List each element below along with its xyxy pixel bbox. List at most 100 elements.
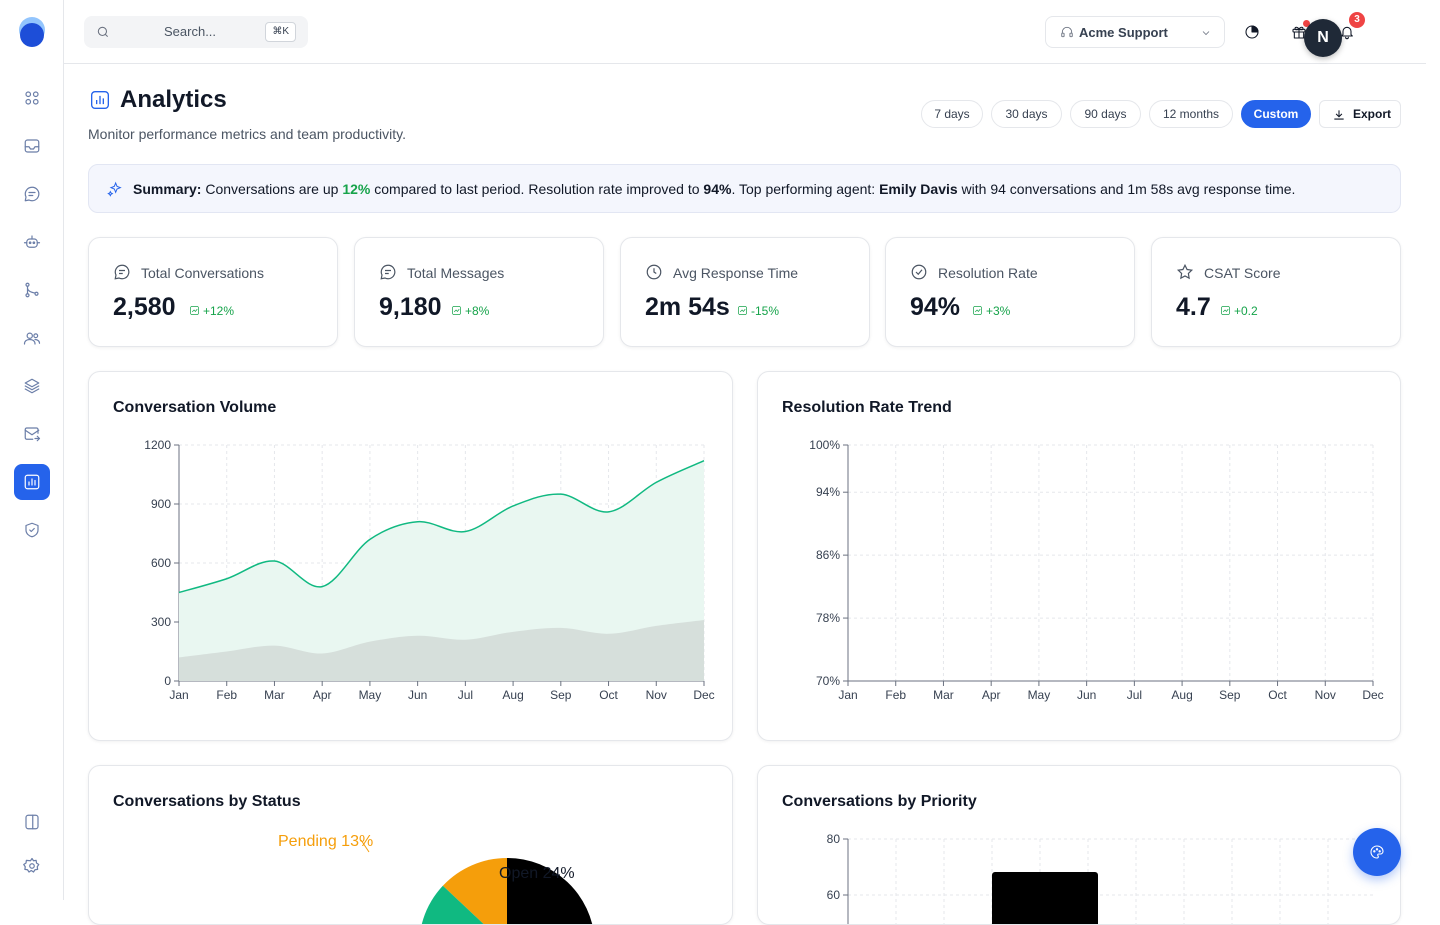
- notifications-button[interactable]: 3: [1335, 12, 1365, 44]
- x-tick-label: Sep: [550, 688, 572, 702]
- series-area: [179, 620, 704, 681]
- x-tick-label: Mar: [933, 688, 954, 702]
- nav-campaigns[interactable]: [14, 416, 50, 452]
- stat-label: Resolution Rate: [938, 265, 1038, 281]
- search-input[interactable]: Search... ⌘K: [84, 16, 308, 48]
- stat-value: 4.7: [1176, 293, 1211, 321]
- status-icon: [1245, 25, 1259, 39]
- conversation-volume-chart: 0 300 600 900 1200 Jan Feb Mar Apr May Jun Jul Aug Se…: [144, 438, 714, 702]
- logo-icon[interactable]: [18, 16, 46, 48]
- summary-banner: Summary: Conversations are up 12% compar…: [88, 164, 1401, 213]
- resolution-trend-chart: 70% 78% 86% 94% 100% Jan Feb Mar Apr May Jun Jul Aug…: [809, 438, 1383, 702]
- bell-icon: [1341, 26, 1353, 40]
- top-bar: Search... ⌘K Acme Support 3: [64, 0, 1426, 64]
- range-12-months[interactable]: 12 months: [1149, 100, 1233, 128]
- x-tick-label: Apr: [982, 688, 1001, 702]
- gear-icon: [23, 857, 40, 873]
- nav-settings[interactable]: [14, 848, 50, 884]
- page-subtitle: Monitor performance metrics and team pro…: [88, 126, 406, 142]
- stat-value: 2m 54s: [645, 293, 730, 321]
- x-tick-label: Mar: [264, 688, 285, 702]
- status-card: Conversations by Status Pending 13% Open …: [88, 765, 733, 925]
- x-tick-label: Dec: [1362, 688, 1383, 702]
- help-chat-button[interactable]: [1353, 828, 1401, 876]
- export-button[interactable]: Export: [1319, 100, 1401, 128]
- y-tick-label: 0: [164, 674, 171, 688]
- x-tick-label: Dec: [693, 688, 714, 702]
- range-7-days[interactable]: 7 days: [921, 100, 983, 128]
- summary-growth: 12%: [342, 181, 371, 197]
- stat-delta: +0.2: [1220, 304, 1258, 318]
- sparkles-icon: [107, 181, 122, 197]
- toggle-sidebar-button[interactable]: [14, 804, 50, 840]
- nav-security[interactable]: [14, 512, 50, 548]
- pie-label-pending: Pending 13%: [278, 833, 373, 850]
- updates-dot: [1303, 20, 1310, 27]
- stat-delta: +3%: [972, 304, 1010, 318]
- stat-delta-value: +12%: [203, 304, 235, 318]
- nav-inbox[interactable]: [14, 128, 50, 164]
- y-tick-label: 80: [827, 832, 841, 846]
- check-circle-icon: [911, 264, 927, 280]
- y-tick-label: 1200: [144, 438, 171, 452]
- status-button[interactable]: [1240, 20, 1264, 44]
- priority-bar-chart: 60 80: [827, 832, 1373, 924]
- stat-label: Avg Response Time: [673, 265, 799, 281]
- search-shortcut: ⌘K: [265, 22, 296, 42]
- chevron-down-icon: [1202, 31, 1210, 36]
- y-tick-label: 900: [151, 497, 171, 511]
- x-tick-label: Apr: [313, 688, 332, 702]
- range-custom[interactable]: Custom: [1241, 100, 1311, 128]
- nav-bots[interactable]: [14, 224, 50, 260]
- git-branch-icon: [25, 282, 39, 298]
- nav-workflows[interactable]: [14, 272, 50, 308]
- analytics-icon: [91, 91, 109, 109]
- stat-label: Total Conversations: [141, 265, 264, 281]
- nav-dashboard[interactable]: [14, 80, 50, 116]
- status-pie-chart: Pending 13% Open 24%: [278, 833, 593, 924]
- y-tick-label: 60: [827, 888, 841, 902]
- summary-rate: 94%: [703, 181, 732, 197]
- series-line: [178, 460, 705, 594]
- stat-total-messages: Total Messages 9,180 +8%: [354, 237, 604, 347]
- nav-knowledge[interactable]: [14, 368, 50, 404]
- page-title: Analytics: [120, 86, 227, 113]
- headset-icon: [1061, 26, 1073, 38]
- range-30-days[interactable]: 30 days: [991, 100, 1062, 128]
- message-square-icon: [380, 264, 396, 280]
- sidebar: [0, 0, 64, 900]
- nav-conversations[interactable]: [14, 176, 50, 212]
- x-tick-label: Aug: [502, 688, 523, 702]
- y-tick-label: 78%: [816, 611, 840, 625]
- y-tick-label: 300: [151, 615, 171, 629]
- y-tick-label: 600: [151, 556, 171, 570]
- resolution-trend-card: Resolution Rate Trend 70% 78% 86% 94% 100% Ja…: [757, 371, 1401, 741]
- trend-icon: [1221, 306, 1230, 315]
- stat-value: 9,180: [379, 293, 442, 321]
- chart-title: Resolution Rate Trend: [782, 399, 952, 416]
- summary-text: Summary: Conversations are up 12% compar…: [133, 181, 1295, 197]
- stat-delta-value: -15%: [751, 304, 780, 318]
- stat-avg-response-time: Avg Response Time 2m 54s -15%: [620, 237, 870, 347]
- x-tick-label: Sep: [1219, 688, 1241, 702]
- download-icon: [1334, 110, 1344, 120]
- chat-icon: [24, 186, 40, 202]
- message-circle-icon: [114, 264, 130, 280]
- x-tick-label: Oct: [1268, 688, 1287, 702]
- range-90-days[interactable]: 90 days: [1070, 100, 1141, 128]
- bot-icon: [23, 235, 41, 248]
- avatar[interactable]: N: [1304, 19, 1342, 57]
- clock-icon: [646, 264, 662, 280]
- x-tick-label: May: [359, 688, 382, 702]
- layers-icon: [24, 378, 40, 394]
- trend-icon: [452, 306, 461, 315]
- workspace-selector[interactable]: Acme Support: [1045, 16, 1225, 48]
- nav-team[interactable]: [14, 320, 50, 356]
- nav-analytics[interactable]: [14, 464, 50, 500]
- summary-part-4: with 94 conversations and 1m 58s avg res…: [957, 181, 1296, 197]
- stat-delta-value: +0.2: [1234, 304, 1258, 318]
- summary-lead: Summary:: [133, 181, 202, 197]
- x-tick-label: Jun: [1077, 688, 1096, 702]
- search-placeholder: Search...: [164, 24, 217, 39]
- conversation-volume-card: Conversation Volume 0 300 600 900 1200 Jan Feb…: [88, 371, 733, 741]
